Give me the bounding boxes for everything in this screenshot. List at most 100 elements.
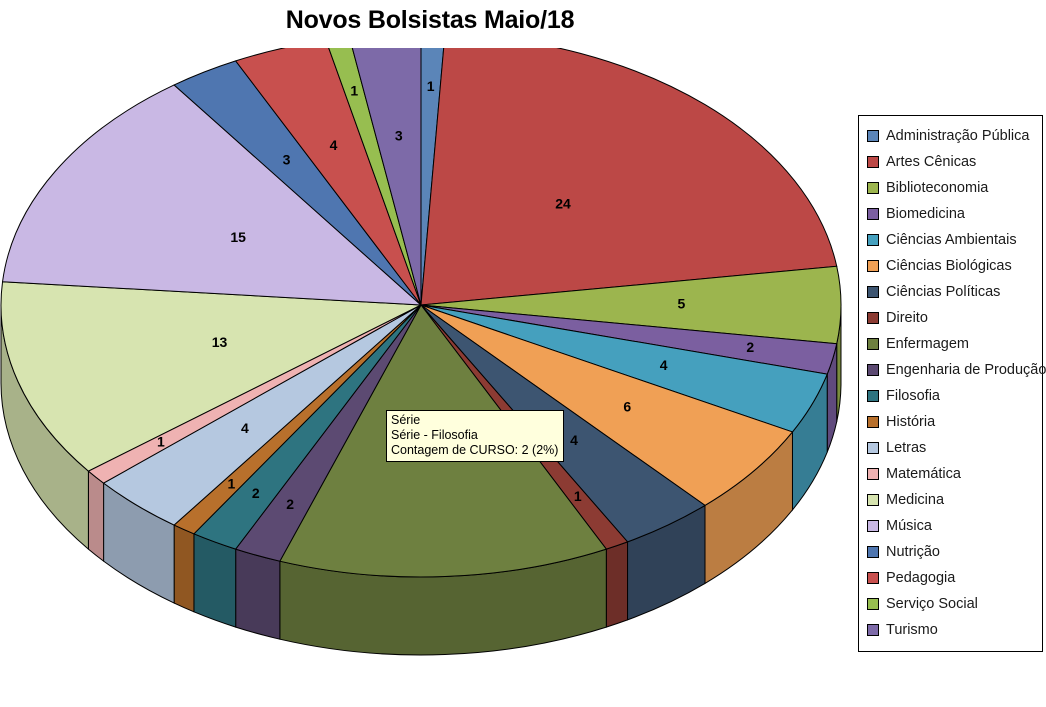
pie-slice-value-label: 2 [746, 339, 754, 355]
legend-item[interactable]: Nutrição [867, 539, 1036, 565]
legend-item-label: Pedagogia [886, 570, 956, 586]
legend-swatch-icon [867, 130, 879, 142]
pie-slice-value-label: 1 [427, 78, 435, 94]
legend-swatch-icon [867, 468, 879, 480]
pie-slice-side [235, 548, 281, 640]
pie-slice-side [193, 533, 237, 628]
pie-slice[interactable] [234, 48, 422, 306]
pie-3d-sides [0, 304, 842, 656]
legend-swatch-icon [867, 260, 879, 272]
legend-swatch-icon [867, 572, 879, 584]
pie-slice-value-label: 4 [241, 420, 249, 436]
pie-top-slices[interactable] [0, 48, 842, 578]
pie-slice-side [87, 470, 105, 563]
legend-item-label: Nutrição [886, 544, 940, 560]
legend-item[interactable]: Administração Pública [867, 123, 1036, 149]
pie-slice-side [173, 524, 195, 613]
legend-item-label: Matemática [886, 466, 961, 482]
tooltip-line-value: Contagem de CURSO: 2 (2%) [391, 443, 559, 457]
pie-slice[interactable] [0, 281, 423, 472]
legend-swatch-icon [867, 286, 879, 298]
pie-slice-value-label: 2 [286, 496, 294, 512]
legend-item[interactable]: Turismo [867, 617, 1036, 643]
legend[interactable]: Administração Pública Artes Cênicas Biblio… [858, 115, 1046, 652]
legend-item[interactable]: Matemática [867, 461, 1036, 487]
pie-slice[interactable] [420, 48, 838, 306]
pie-slice-value-label: 4 [570, 432, 578, 448]
legend-swatch-icon [867, 234, 879, 246]
legend-swatch-icon [867, 182, 879, 194]
legend-item-label: Engenharia de Produção [886, 362, 1046, 378]
legend-item[interactable]: Engenharia de Produção [867, 357, 1046, 383]
legend-item-label: Biblioteconomia [886, 180, 989, 196]
pie-slice-value-label: 3 [283, 151, 291, 167]
legend-item[interactable]: Artes Cênicas [867, 149, 1036, 175]
legend-item[interactable]: Biblioteconomia [867, 175, 1036, 201]
pie-slice-value-label: 1 [350, 82, 358, 98]
legend-swatch-icon [867, 338, 879, 350]
pie-slice-side [605, 541, 629, 628]
legend-swatch-icon [867, 546, 879, 558]
legend-swatch-icon [867, 208, 879, 220]
legend-item-label: Medicina [886, 492, 945, 508]
pie-slice-value-label: 6 [623, 399, 631, 415]
legend-item[interactable]: Ciências Políticas [867, 279, 1036, 305]
pie-slice-value-label: 3 [395, 128, 403, 144]
legend-swatch-icon [867, 364, 879, 376]
pie-slice-value-label: 15 [230, 229, 246, 245]
legend-item-label: Administração Pública [886, 128, 1030, 144]
legend-swatch-icon [867, 520, 879, 532]
pie-slice-value-label: 1 [157, 433, 165, 449]
legend-item-label: Ciências Ambientais [886, 232, 1017, 248]
pie-slice-value-label: 4 [330, 137, 338, 153]
legend-item-label: Letras [886, 440, 927, 456]
legend-item-label: Ciências Políticas [886, 284, 1001, 300]
legend-item-label: Enfermagem [886, 336, 970, 352]
legend-swatch-icon [867, 624, 879, 636]
legend-item[interactable]: Ciências Biológicas [867, 253, 1036, 279]
tooltip-line-category: Série - Filosofia [391, 428, 478, 442]
legend-swatch-icon [867, 312, 879, 324]
legend-item-label: Música [886, 518, 932, 534]
pie-slice-value-label: 1 [574, 488, 582, 504]
pie-slice-value-label: 1 [227, 475, 235, 491]
legend-item-label: Direito [886, 310, 928, 326]
legend-item-label: Biomedicina [886, 206, 965, 222]
legend-item[interactable]: História [867, 409, 1036, 435]
pie-slice-value-label: 5 [678, 296, 686, 312]
pie-slice-value-label: 24 [555, 196, 571, 212]
slice-tooltip: Série Série - Filosofia Contagem de CURS… [386, 410, 565, 462]
legend-item[interactable]: Medicina [867, 487, 1036, 513]
legend-item[interactable]: Biomedicina [867, 201, 1036, 227]
legend-swatch-icon [867, 156, 879, 168]
legend-item-label: Turismo [886, 622, 938, 638]
legend-swatch-icon [867, 598, 879, 610]
legend-swatch-icon [867, 442, 879, 454]
legend-item[interactable]: Letras [867, 435, 1036, 461]
legend-swatch-icon [867, 390, 879, 402]
legend-item-label: Ciências Biológicas [886, 258, 1012, 274]
legend-item-label: Artes Cênicas [886, 154, 977, 170]
legend-item[interactable]: Filosofia [867, 383, 1036, 409]
legend-item[interactable]: Enfermagem [867, 331, 1036, 357]
legend-item-label: Serviço Social [886, 596, 978, 612]
pie-slice-value-label: 13 [212, 334, 228, 350]
legend-item[interactable]: Música [867, 513, 1036, 539]
tooltip-line-series: Série [391, 413, 421, 427]
pie-slice-value-label: 4 [660, 357, 668, 373]
legend-item-label: Filosofia [886, 388, 940, 404]
legend-item[interactable]: Direito [867, 305, 1036, 331]
pie-slice[interactable] [420, 304, 794, 506]
pie-slice-value-label: 2 [252, 485, 260, 501]
legend-swatch-icon [867, 494, 879, 506]
legend-swatch-icon [867, 416, 879, 428]
legend-item-label: História [886, 414, 936, 430]
legend-item[interactable]: Ciências Ambientais [867, 227, 1036, 253]
legend-item[interactable]: Serviço Social [867, 591, 1036, 617]
pie-slice[interactable] [349, 48, 422, 306]
legend-item[interactable]: Pedagogia [867, 565, 1036, 591]
pie-slice[interactable] [1, 84, 423, 306]
